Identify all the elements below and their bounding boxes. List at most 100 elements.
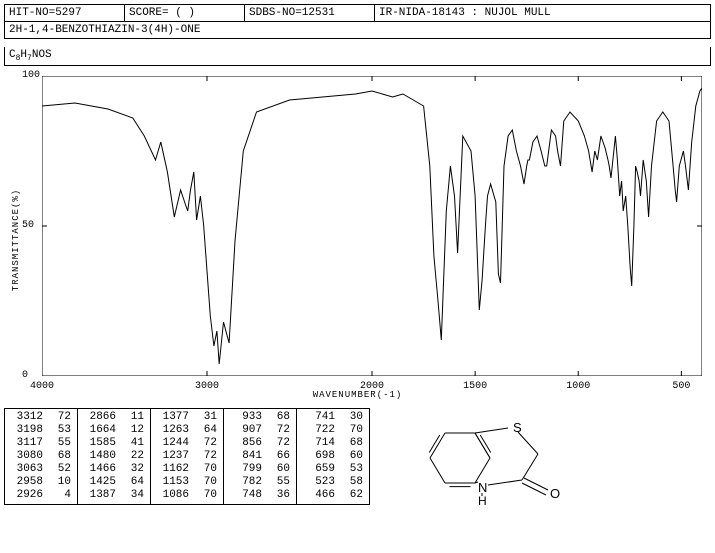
peak-column: 74130722707146869860659535235846662 <box>297 409 369 504</box>
peak-transmittance: 72 <box>272 424 290 437</box>
header-row: HIT-NO=5297 SCORE= ( ) SDBS-NO=12531 IR-… <box>4 4 711 22</box>
peak-row: 65953 <box>297 463 369 476</box>
peak-transmittance: 53 <box>53 424 71 437</box>
peak-transmittance: 10 <box>53 476 71 489</box>
peak-transmittance: 70 <box>199 463 217 476</box>
y-tick-label: 100 <box>22 70 40 81</box>
peak-transmittance: 66 <box>272 450 290 463</box>
peak-wavenumber: 782 <box>230 476 262 489</box>
ir-label-cell: IR-NIDA-18143 : NUJOL MULL <box>375 5 710 21</box>
peak-row: 158541 <box>78 437 150 450</box>
peak-row: 84166 <box>224 450 296 463</box>
peak-wavenumber: 1480 <box>84 450 116 463</box>
peak-transmittance: 70 <box>345 424 363 437</box>
peak-wavenumber: 714 <box>303 437 335 450</box>
peak-wavenumber: 933 <box>230 411 262 424</box>
peak-row: 782 55 <box>224 476 296 489</box>
peak-column: 93368907728567284166799607825574836 <box>224 409 297 504</box>
atom-n: N <box>478 480 487 495</box>
peak-transmittance: 4 <box>53 489 71 502</box>
peak-wavenumber: 1377 <box>157 411 189 424</box>
peak-row: 1425 64 <box>78 476 150 489</box>
peak-column: 3312 723198533117 55 3080 68 3063 522958102926… <box>5 409 78 504</box>
peak-wavenumber: 748 <box>230 489 262 502</box>
peak-transmittance: 52 <box>53 463 71 476</box>
peak-column: 1377311263641244721237721162701153701086… <box>151 409 224 504</box>
peak-transmittance: 72 <box>199 437 217 450</box>
peak-transmittance: 55 <box>272 476 290 489</box>
peak-transmittance: 12 <box>126 424 144 437</box>
x-tick-label: 500 <box>672 381 690 392</box>
peak-wavenumber: 3117 <box>11 437 43 450</box>
peak-transmittance: 22 <box>126 450 144 463</box>
peak-row: 124472 <box>151 437 223 450</box>
peak-wavenumber: 907 <box>230 424 262 437</box>
peak-transmittance: 68 <box>53 450 71 463</box>
x-tick-label: 3000 <box>195 381 219 392</box>
peak-row: 722 70 <box>297 424 369 437</box>
y-tick-label: 0 <box>22 370 28 381</box>
bottom-area: 3312723198533117553080683063522958102926… <box>4 408 711 508</box>
peak-wavenumber: 856 <box>230 437 262 450</box>
peak-wavenumber: 466 <box>303 489 335 502</box>
peak-row: 3080 68 <box>5 450 77 463</box>
score-cell: SCORE= ( ) <box>125 5 245 21</box>
peak-transmittance: 72 <box>272 437 290 450</box>
peak-transmittance: 70 <box>199 476 217 489</box>
peak-row: 3063 52 <box>5 463 77 476</box>
peak-row: 3117 55 <box>5 437 77 450</box>
spectrum-plot <box>42 76 702 376</box>
peak-row: 1387 34 <box>78 489 150 502</box>
peak-transmittance: 34 <box>126 489 144 502</box>
peak-row: 319853 <box>5 424 77 437</box>
peak-transmittance: 41 <box>126 437 144 450</box>
peak-transmittance: 72 <box>199 450 217 463</box>
peak-wavenumber: 3063 <box>11 463 43 476</box>
peak-transmittance: 55 <box>53 437 71 450</box>
peak-wavenumber: 1153 <box>157 476 189 489</box>
peak-transmittance: 70 <box>199 489 217 502</box>
peak-wavenumber: 1425 <box>84 476 116 489</box>
peak-wavenumber: 799 <box>230 463 262 476</box>
compound-name-row: 2H-1,4-BENZOTHIAZIN-3(4H)-ONE <box>4 22 711 39</box>
peak-row: 146632 <box>78 463 150 476</box>
x-tick-label: 1000 <box>566 381 590 392</box>
peak-transmittance: 31 <box>199 411 217 424</box>
peak-row: 286611 <box>78 411 150 424</box>
atom-o: O <box>550 486 560 501</box>
peak-transmittance: 60 <box>345 450 363 463</box>
peak-row: 79960 <box>224 463 296 476</box>
peak-wavenumber: 2926 <box>11 489 43 502</box>
y-tick-label: 50 <box>22 220 34 231</box>
peak-row: 741 30 <box>297 411 369 424</box>
peak-wavenumber: 3080 <box>11 450 43 463</box>
peak-wavenumber: 1466 <box>84 463 116 476</box>
peak-wavenumber: 1162 <box>157 463 189 476</box>
peak-transmittance: 64 <box>126 476 144 489</box>
peak-wavenumber: 1387 <box>84 489 116 502</box>
peak-table: 3312723198533117553080683063522958102926… <box>4 408 370 505</box>
peak-wavenumber: 741 <box>303 411 335 424</box>
peak-wavenumber: 722 <box>303 424 335 437</box>
peak-wavenumber: 698 <box>303 450 335 463</box>
peak-wavenumber: 2866 <box>84 411 116 424</box>
peak-row: 3312 72 <box>5 411 77 424</box>
x-axis-label: WAVENUMBER(-1) <box>313 390 403 400</box>
atom-h: H <box>478 494 487 508</box>
peak-transmittance: 62 <box>345 489 363 502</box>
x-tick-label: 4000 <box>30 381 54 392</box>
peak-row: 907 72 <box>224 424 296 437</box>
peak-transmittance: 53 <box>345 463 363 476</box>
peak-row: 698 60 <box>297 450 369 463</box>
peak-transmittance: 68 <box>345 437 363 450</box>
peak-row: 1480 22 <box>78 450 150 463</box>
peak-wavenumber: 3312 <box>11 411 43 424</box>
formula-row: C8H7NOS <box>4 47 711 66</box>
peak-row: 123772 <box>151 450 223 463</box>
atom-s: S <box>513 420 522 435</box>
peak-transmittance: 72 <box>53 411 71 424</box>
peak-wavenumber: 1263 <box>157 424 189 437</box>
peak-row: 714 68 <box>297 437 369 450</box>
peak-row: 295810 <box>5 476 77 489</box>
peak-transmittance: 30 <box>345 411 363 424</box>
